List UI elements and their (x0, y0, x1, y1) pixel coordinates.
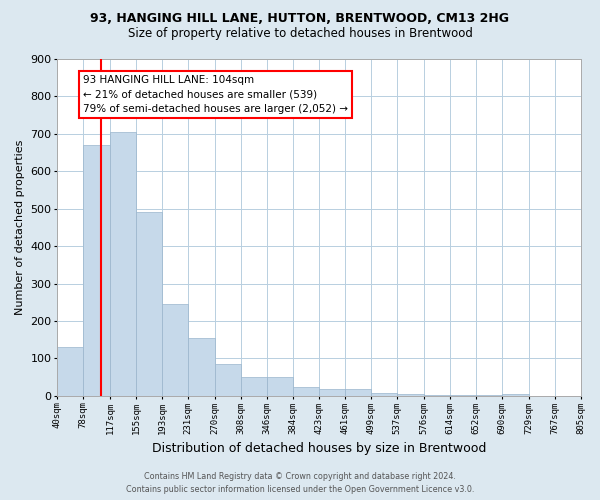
Text: Size of property relative to detached houses in Brentwood: Size of property relative to detached ho… (128, 28, 472, 40)
Bar (319, 390, 345, 396)
Bar (424, 394, 450, 396)
Bar (188, 338, 215, 396)
Bar (266, 377, 293, 396)
Bar (345, 390, 371, 396)
Bar (136, 212, 162, 396)
Bar (83, 145, 110, 396)
Bar (293, 386, 319, 396)
Bar (215, 364, 241, 396)
Text: 93 HANGING HILL LANE: 104sqm
← 21% of detached houses are smaller (539)
79% of s: 93 HANGING HILL LANE: 104sqm ← 21% of de… (83, 74, 348, 114)
Text: Contains HM Land Registry data © Crown copyright and database right 2024.
Contai: Contains HM Land Registry data © Crown c… (126, 472, 474, 494)
Y-axis label: Number of detached properties: Number of detached properties (15, 140, 25, 315)
Bar (397, 394, 424, 396)
Bar (371, 393, 397, 396)
Bar (241, 377, 266, 396)
Bar (450, 395, 476, 396)
Text: 93, HANGING HILL LANE, HUTTON, BRENTWOOD, CM13 2HG: 93, HANGING HILL LANE, HUTTON, BRENTWOOD… (91, 12, 509, 26)
Bar (162, 304, 188, 396)
Bar (502, 394, 529, 396)
Bar (57, 347, 83, 396)
X-axis label: Distribution of detached houses by size in Brentwood: Distribution of detached houses by size … (152, 442, 486, 455)
Bar (110, 132, 136, 396)
